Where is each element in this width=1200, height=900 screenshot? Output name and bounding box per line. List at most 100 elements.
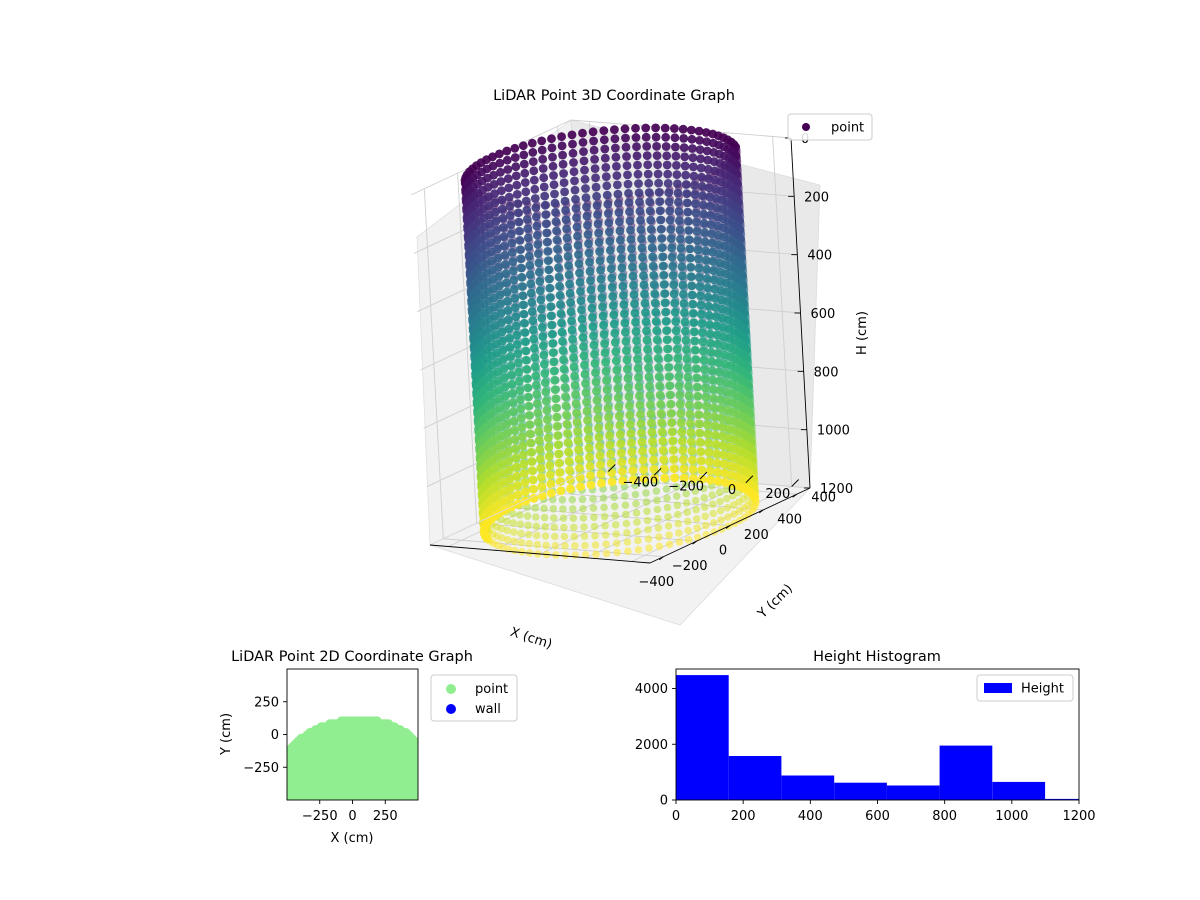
lidar-point	[708, 384, 718, 394]
lidar-point	[512, 471, 522, 481]
lidar-point	[709, 519, 718, 527]
lidar-point	[549, 180, 559, 190]
lidar-point	[561, 215, 571, 225]
lidar-point	[503, 165, 513, 174]
lidar-point	[644, 372, 654, 382]
lidar-point	[696, 456, 706, 466]
lidar-point	[512, 340, 522, 349]
lidar-point	[535, 454, 545, 464]
lidar-point	[719, 450, 729, 460]
lidar-point	[697, 465, 707, 475]
lidar-point	[535, 277, 545, 286]
lidar-point	[708, 375, 717, 385]
lidar-point	[549, 495, 557, 504]
lidar-point	[501, 401, 511, 410]
lidar-point	[508, 398, 518, 407]
lidar-point	[657, 418, 667, 428]
lidar-point	[661, 317, 671, 326]
lidar-point	[509, 284, 519, 294]
lidar-point	[613, 180, 622, 190]
tick-label: 800	[932, 809, 957, 824]
lidar-point	[602, 190, 612, 200]
lidar-point	[591, 532, 599, 540]
lidar-point	[550, 198, 560, 208]
lidar-point	[537, 323, 547, 332]
lidar-point	[574, 445, 583, 455]
tick-label: 200	[804, 190, 829, 205]
lidar-point	[518, 548, 526, 556]
lidar-point	[594, 237, 604, 247]
lidar-point	[623, 538, 632, 546]
lidar-point	[658, 436, 668, 446]
lidar-point	[510, 435, 520, 444]
lidar-point	[630, 299, 639, 309]
lidar-point	[716, 506, 725, 515]
lidar-point	[686, 418, 695, 428]
lidar-point	[593, 405, 602, 414]
tick-label: 600	[865, 809, 890, 824]
lidar-point	[713, 476, 723, 486]
lidar-point	[629, 281, 638, 290]
lidar-point	[702, 264, 711, 274]
lidar-point	[704, 311, 714, 320]
lidar-point	[502, 287, 512, 297]
tick-label: 600	[811, 307, 836, 322]
lidar-point	[496, 299, 505, 309]
lidar-point	[722, 485, 731, 494]
lidar-point	[680, 161, 690, 171]
lidar-point	[627, 438, 636, 448]
lidar-point	[716, 404, 726, 414]
lidar-point	[699, 218, 709, 228]
lidar-point	[560, 383, 570, 392]
lidar-point	[607, 273, 617, 283]
lidar-point	[704, 301, 713, 311]
histogram-bar	[834, 782, 887, 800]
lidar-point	[645, 391, 655, 400]
lidar-point	[598, 311, 608, 321]
lidar-point	[569, 158, 578, 167]
lidar-point	[717, 516, 725, 524]
lidar-point	[525, 270, 535, 279]
lidar-point	[518, 141, 528, 151]
lidar-point	[617, 467, 627, 476]
lidar-point	[506, 352, 515, 361]
lidar-point	[612, 539, 621, 547]
lidar-point	[597, 478, 606, 488]
lidar-point	[694, 126, 704, 136]
lidar-point	[601, 522, 609, 530]
lidar-point	[539, 173, 549, 183]
lidar-point	[524, 530, 533, 539]
lidar-point	[581, 388, 591, 398]
lidar-point	[495, 149, 504, 159]
lidar-point	[584, 434, 593, 444]
lidar-point	[675, 225, 685, 235]
lidar-point	[625, 207, 634, 217]
lidar-point	[659, 270, 668, 280]
histogram-title: Height Histogram	[813, 649, 941, 665]
tick-label: 200	[731, 809, 756, 824]
lidar-point	[541, 387, 551, 397]
lidar-point	[644, 535, 653, 543]
lidar-point	[630, 308, 640, 318]
lidar-point	[672, 483, 681, 491]
lidar-point	[506, 229, 516, 239]
lidar-point	[575, 463, 584, 473]
lidar-point	[525, 429, 535, 439]
lidar-point	[617, 263, 627, 273]
lidar-point	[595, 256, 605, 266]
lidar-point	[651, 132, 661, 142]
lidar-point	[568, 344, 578, 353]
lidar-point	[709, 275, 719, 285]
lidar-point	[644, 525, 652, 534]
lidar-point	[679, 289, 688, 299]
lidar-point	[578, 495, 587, 504]
lidar-point	[708, 491, 716, 499]
lidar-point	[678, 271, 687, 281]
lidar-point	[681, 336, 691, 345]
lidar-point	[559, 364, 569, 374]
lidar-point	[675, 529, 683, 537]
lidar-point	[563, 252, 573, 261]
lidar-point	[604, 412, 613, 422]
lidar-point	[505, 201, 515, 211]
lidar-point	[524, 242, 534, 252]
